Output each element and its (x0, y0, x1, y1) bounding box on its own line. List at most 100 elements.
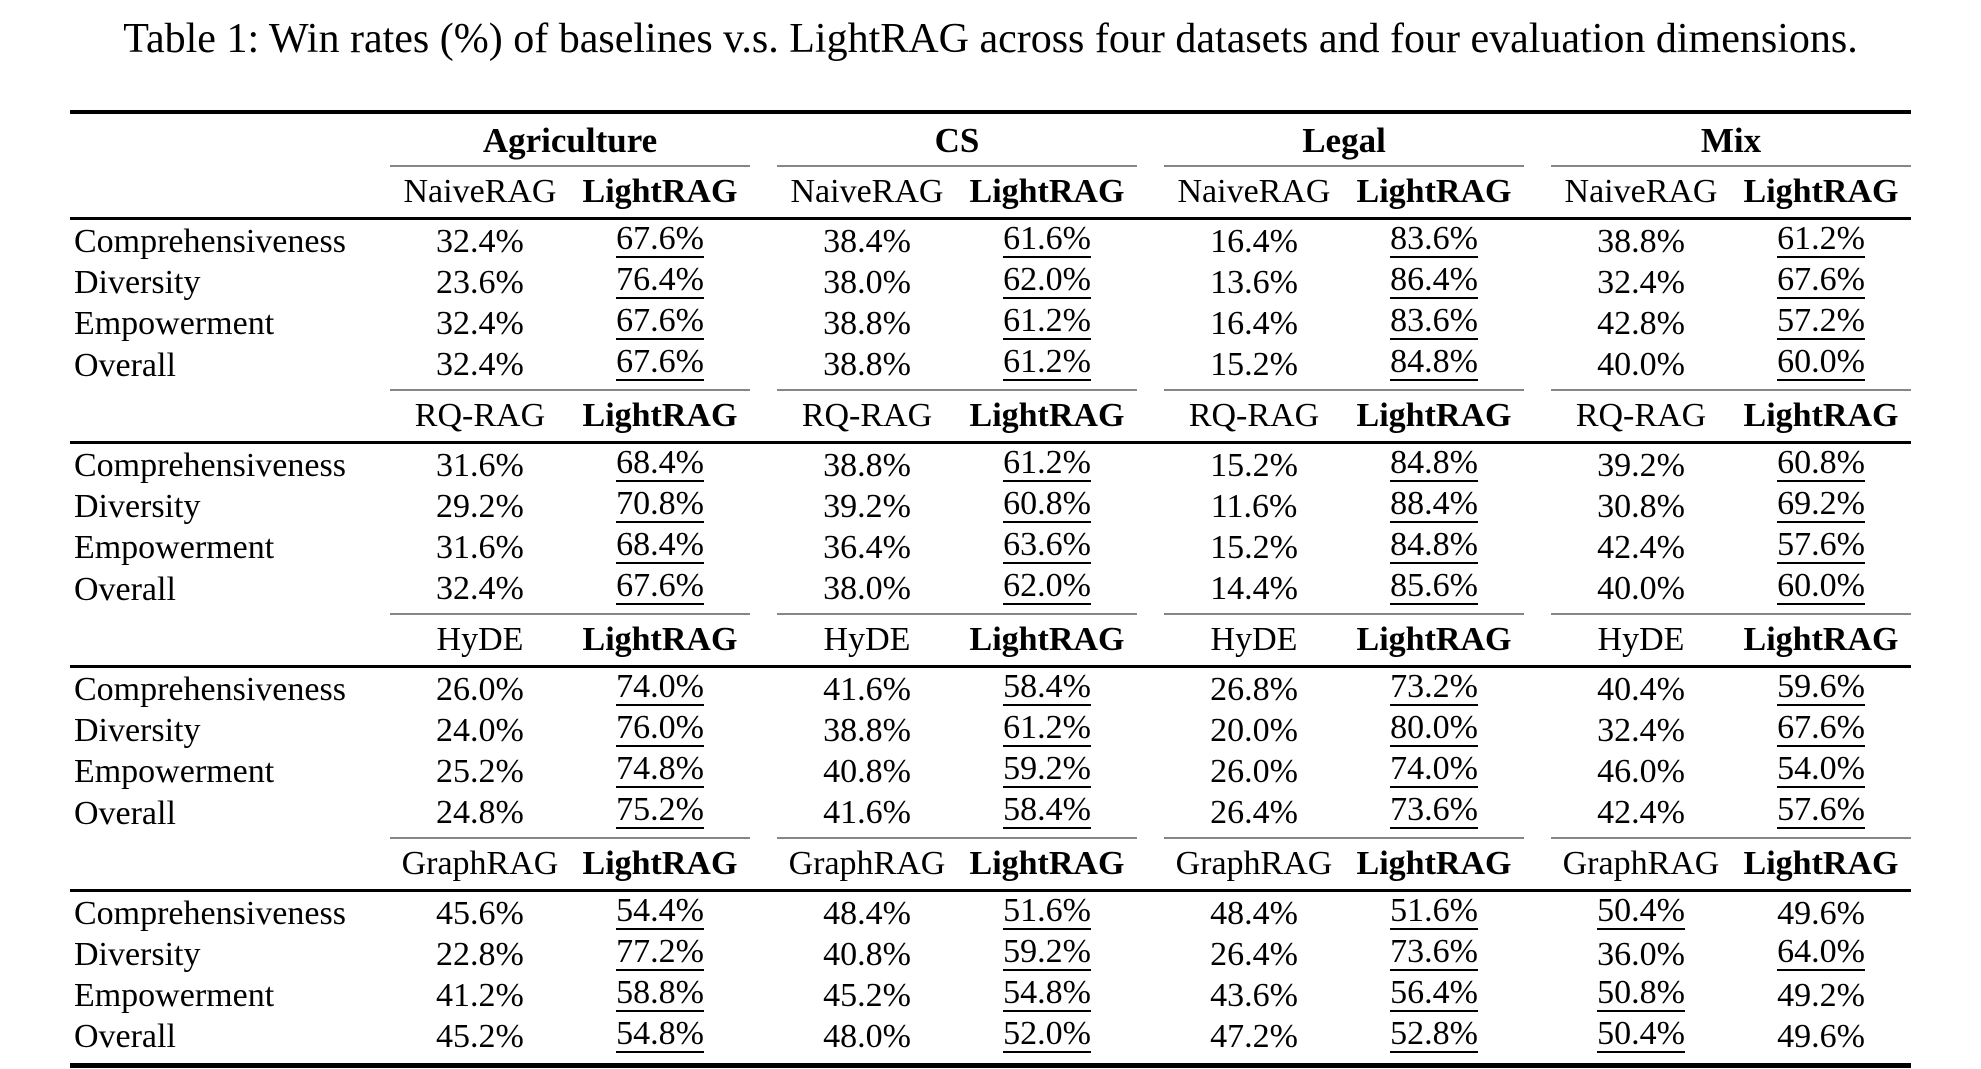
lightrag-col-header: LightRAG (956, 389, 1137, 444)
baseline-win-rate: 32.4% (436, 570, 524, 607)
spacer (1136, 1015, 1164, 1068)
lightrag-col-header: LightRAG (569, 389, 750, 444)
lightrag-win-rate: 62.0% (957, 261, 1137, 302)
spacer (1524, 791, 1551, 838)
baseline-win-rate: 40.8% (823, 753, 911, 790)
winner-underline: 61.2% (1003, 709, 1091, 747)
table-row: Empowerment 32.4% 67.6% 38.8% 61.2% 16.4% 83.6… (70, 302, 1911, 343)
winner-underline: 52.8% (1390, 1015, 1478, 1053)
baseline-win-rate: 45.2% (389, 1015, 570, 1068)
winner-underline: 67.6% (1777, 261, 1865, 299)
lightrag-win-rate: 67.6% (570, 343, 750, 390)
winner-underline: 58.8% (616, 974, 704, 1012)
baseline-win-rate: 50.4% (1551, 1015, 1731, 1068)
lightrag-win-rate: 73.2% (1344, 667, 1524, 710)
metric-label: Diversity (73, 712, 201, 749)
winner-underline: 50.4% (1597, 1015, 1685, 1053)
winner-underline: 61.2% (1003, 302, 1091, 340)
lightrag-win-rate: 74.0% (570, 667, 750, 710)
baseline-win-rate: 38.0% (823, 264, 911, 301)
winner-underline: 76.4% (616, 261, 704, 299)
baseline-win-rate: 50.8% (1551, 974, 1731, 1015)
baseline-win-rate: 46.0% (1597, 753, 1685, 790)
winner-underline: 80.0% (1390, 709, 1478, 747)
spacer (1524, 343, 1551, 390)
spacer (1137, 567, 1164, 614)
table-row: Diversity 23.6% 76.4% 38.0% 62.0% 13.6% 86.4% 3… (70, 261, 1911, 302)
metric-label: Overall (69, 1015, 390, 1068)
lightrag-win-rate: 84.8% (1344, 343, 1524, 390)
table-row: Empowerment 25.2% 74.8% 40.8% 59.2% 26.0% 74.0… (70, 750, 1911, 791)
table-row: Diversity 29.2% 70.8% 39.2% 60.8% 11.6% 88.4% 3… (70, 485, 1911, 526)
winner-underline: 51.6% (1390, 892, 1478, 930)
winner-underline: 50.4% (1597, 892, 1685, 930)
baseline-win-rate: 43.6% (1210, 977, 1298, 1014)
lightrag-win-rate: 54.8% (957, 974, 1137, 1015)
baseline-win-rate: 16.4% (1210, 223, 1298, 260)
dataset-header-row: Agriculture CS Legal Mix (69, 110, 1912, 167)
table-row: Overall 45.2% 54.8% 48.0% 52.0% 47.2% 52.8% 50.… (69, 1015, 1912, 1068)
spacer (1524, 166, 1551, 220)
baseline-win-rate: 38.4% (823, 223, 911, 260)
lightrag-win-rate: 76.4% (570, 261, 750, 302)
winner-underline: 64.0% (1777, 933, 1865, 971)
spacer (1524, 443, 1551, 486)
metric-label: Empowerment (73, 977, 275, 1014)
dataset-header: Mix (1551, 110, 1912, 167)
winner-underline: 76.0% (616, 709, 704, 747)
winner-underline: 60.8% (1003, 485, 1091, 523)
baseline-col-header: GraphRAG (389, 837, 570, 892)
lightrag-win-rate: 49.6% (1777, 895, 1865, 932)
spacer (1524, 526, 1551, 567)
baseline-win-rate: 47.2% (1163, 1015, 1344, 1068)
lightrag-col-header: LightRAG (1343, 389, 1524, 444)
spacer (750, 485, 777, 526)
metric-label: Comprehensiveness (73, 447, 346, 484)
corner-cell (69, 110, 390, 166)
spacer (1524, 1015, 1551, 1068)
lightrag-win-rate: 54.4% (570, 891, 750, 934)
lightrag-col-header: LightRAG (1731, 613, 1912, 668)
baseline-win-rate: 45.6% (436, 895, 524, 932)
lightrag-win-rate: 59.2% (957, 750, 1137, 791)
baseline-win-rate: 38.8% (823, 447, 911, 484)
spacer (1137, 791, 1164, 838)
spacer-cell (69, 166, 390, 220)
baseline-win-rate: 40.4% (1597, 671, 1685, 708)
spacer-cell (69, 614, 390, 668)
spacer (1136, 110, 1164, 166)
winner-underline: 68.4% (616, 444, 704, 482)
lightrag-win-rate: 84.8% (1344, 443, 1524, 486)
winner-underline: 77.2% (616, 933, 704, 971)
spacer (749, 1015, 777, 1068)
spacer (750, 443, 777, 486)
winner-underline: 83.6% (1390, 302, 1478, 340)
winner-underline: 68.4% (616, 526, 704, 564)
lightrag-win-rate: 74.8% (570, 750, 750, 791)
lightrag-win-rate: 69.2% (1731, 485, 1911, 526)
winner-underline: 73.6% (1390, 791, 1478, 829)
winner-underline: 57.6% (1777, 526, 1865, 564)
winner-underline: 73.6% (1390, 933, 1478, 971)
baseline-win-rate: 23.6% (436, 264, 524, 301)
winner-underline: 70.8% (616, 485, 704, 523)
baseline-win-rate: 45.2% (823, 977, 911, 1014)
spacer (749, 838, 777, 892)
baseline-win-rate: 24.8% (436, 794, 524, 831)
baseline-win-rate: 42.4% (1597, 529, 1685, 566)
baseline-col-header: NaiveRAG (389, 166, 570, 220)
dataset-header: Legal (1163, 110, 1524, 167)
metric-label: Diversity (73, 936, 201, 973)
spacer (749, 614, 777, 668)
lightrag-win-rate: 77.2% (570, 933, 750, 974)
lightrag-col-header: LightRAG (1731, 389, 1912, 444)
lightrag-win-rate: 52.0% (956, 1015, 1137, 1068)
lightrag-win-rate: 52.8% (1343, 1015, 1524, 1068)
winner-underline: 67.6% (616, 302, 704, 340)
winner-underline: 67.6% (616, 220, 704, 258)
lightrag-win-rate: 58.4% (957, 791, 1137, 838)
baseline-win-rate: 40.0% (1597, 346, 1685, 383)
winner-underline: 50.8% (1597, 974, 1685, 1012)
baseline-col-header: RQ-RAG (1163, 389, 1344, 444)
metric-label: Empowerment (73, 753, 275, 790)
